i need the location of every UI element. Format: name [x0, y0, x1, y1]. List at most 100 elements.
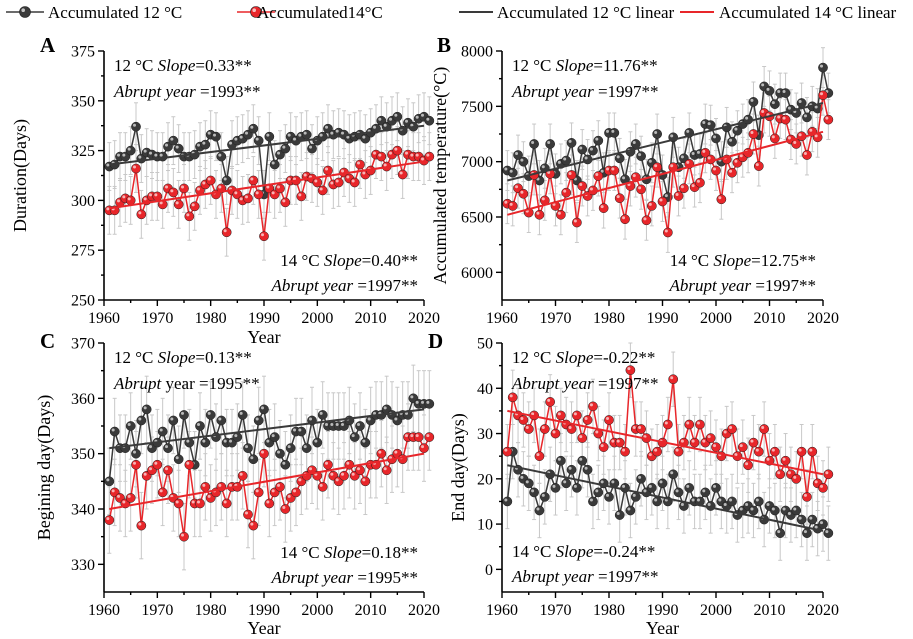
data-point-highlight — [394, 417, 398, 421]
data-point — [275, 448, 285, 459]
data-point-highlight — [186, 439, 190, 443]
data-point — [523, 478, 534, 489]
data-point — [253, 135, 264, 146]
data-point — [684, 483, 695, 493]
data-point — [179, 183, 189, 194]
data-point — [136, 209, 147, 220]
data-point-highlight — [298, 428, 302, 432]
data-point — [705, 120, 716, 130]
data-point-highlight — [707, 156, 711, 160]
trend-line — [109, 408, 425, 450]
data-point-highlight — [277, 450, 280, 454]
data-point-highlight — [261, 450, 264, 454]
data-point — [641, 215, 652, 226]
data-point-highlight — [622, 176, 626, 180]
data-point — [556, 455, 566, 466]
data-point-highlight — [415, 115, 419, 119]
data-point-highlight — [664, 421, 668, 425]
data-point-highlight — [595, 137, 599, 141]
data-point-highlight — [696, 179, 700, 183]
data-point-highlight — [723, 430, 727, 434]
data-point-highlight — [654, 131, 658, 134]
data-point-highlight — [293, 489, 296, 493]
data-point-highlight — [520, 475, 524, 479]
data-point-highlight — [825, 116, 829, 120]
y-axis-title: Duration(Days) — [10, 119, 31, 232]
data-point — [184, 211, 195, 222]
data-point — [550, 428, 561, 439]
data-point-highlight — [606, 416, 609, 420]
data-point — [349, 432, 360, 442]
data-point — [727, 424, 737, 434]
data-point — [397, 169, 408, 180]
data-point-highlight — [632, 426, 636, 430]
data-point — [355, 159, 365, 170]
x-tick-label: 1980 — [593, 310, 625, 327]
data-point-highlight — [568, 426, 572, 430]
data-point-highlight — [579, 183, 583, 187]
slope-annotation: 12 °C Slope=-0.22** — [512, 348, 655, 367]
data-point-highlight — [766, 87, 770, 91]
data-point-highlight — [595, 430, 599, 434]
data-point — [652, 446, 663, 457]
data-point-highlight — [287, 494, 291, 498]
trend-line — [109, 124, 425, 166]
data-point-highlight — [378, 153, 382, 157]
x-tick-label: 2010 — [754, 602, 786, 619]
data-point-highlight — [383, 163, 387, 167]
data-point-highlight — [713, 484, 716, 488]
data-point-highlight — [149, 193, 152, 197]
y-axis-title: End day(Days) — [448, 413, 469, 521]
data-point-highlight — [616, 195, 620, 199]
data-point — [355, 465, 365, 476]
data-point — [280, 459, 291, 470]
data-point — [125, 145, 136, 156]
data-point — [727, 496, 737, 507]
data-point — [323, 459, 333, 470]
data-point-highlight — [568, 171, 572, 175]
y-tick-label: 250 — [71, 293, 95, 310]
data-point — [780, 88, 791, 98]
data-point-highlight — [702, 439, 706, 443]
data-point — [507, 392, 518, 403]
data-point — [152, 191, 163, 202]
data-point — [753, 161, 764, 171]
abrupt-year-value: =1995** — [353, 568, 418, 587]
data-point-highlight — [197, 500, 200, 504]
data-point — [577, 144, 588, 155]
data-point-highlight — [287, 445, 291, 449]
data-point-highlight — [175, 201, 179, 205]
data-point-highlight — [552, 430, 556, 434]
data-point — [673, 191, 684, 201]
data-point-highlight — [803, 493, 807, 497]
data-point-highlight — [410, 434, 414, 438]
legend-label: Accumulated 12 °C — [48, 3, 182, 22]
data-point-highlight — [589, 403, 593, 407]
data-point-highlight — [218, 483, 222, 487]
slope-label: Slope — [324, 543, 362, 562]
data-point-highlight — [787, 512, 791, 516]
data-point-highlight — [143, 472, 147, 476]
data-point-highlight — [782, 116, 786, 120]
data-point-highlight — [314, 179, 318, 183]
data-point — [550, 483, 561, 493]
slope-prefix: 14 °C — [670, 251, 714, 270]
x-tick-label: 1980 — [195, 310, 227, 327]
data-point-highlight — [341, 472, 344, 476]
data-point-highlight — [680, 502, 684, 506]
data-point — [205, 410, 216, 420]
data-point — [791, 505, 802, 516]
data-point-highlight — [335, 179, 339, 183]
data-point-highlight — [415, 153, 419, 157]
data-point — [280, 504, 291, 514]
trend-line — [109, 452, 425, 510]
data-point — [657, 196, 668, 207]
data-point-highlight — [373, 411, 376, 415]
data-point — [264, 498, 275, 509]
trend-line — [507, 102, 824, 182]
data-point — [780, 455, 791, 466]
data-point-highlight — [373, 125, 376, 129]
data-point-highlight — [239, 411, 243, 415]
data-point — [376, 448, 387, 459]
data-point-highlight — [127, 147, 131, 151]
